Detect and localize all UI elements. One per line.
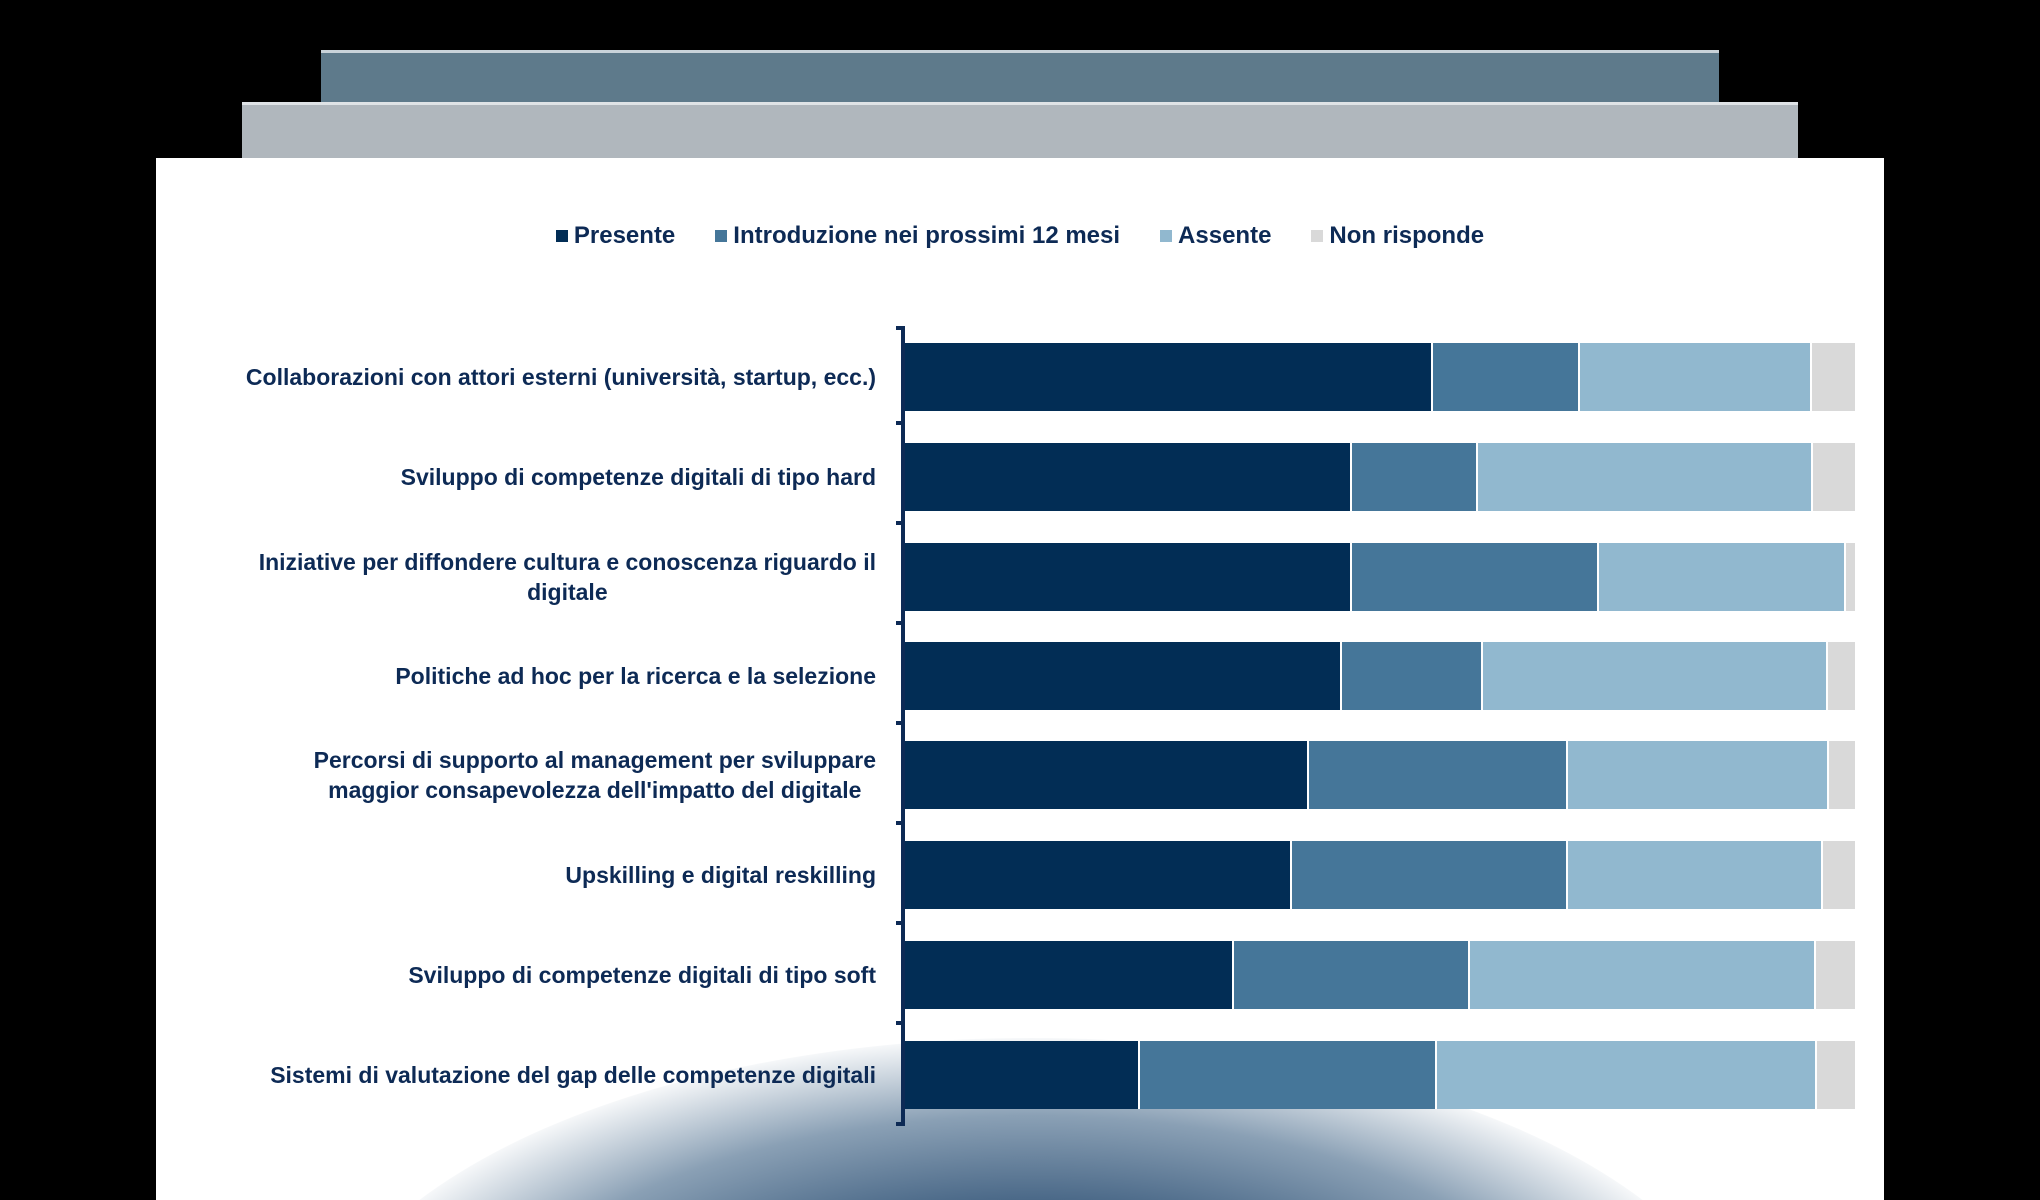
category-label: Sistemi di valutazione del gap delle com… <box>270 1062 876 1088</box>
bar-segment-assente <box>1568 741 1830 809</box>
bar-segment-introduzione-nei-prossimi-12-mesi <box>1308 741 1569 809</box>
stacked-bar-chart: Collaborazioni con attori esterni (unive… <box>156 158 1884 1200</box>
bar-segment-presente <box>905 1041 1140 1109</box>
bar-segment-assente <box>1477 443 1814 511</box>
bar-segment-assente <box>1568 841 1823 909</box>
bar-segment-presente <box>905 343 1434 411</box>
chart-row: Sistemi di valutazione del gap delle com… <box>156 1041 1884 1109</box>
category-axis <box>901 326 905 1126</box>
bar-segment-presente <box>905 841 1292 909</box>
legend-label: Presente <box>573 222 676 249</box>
stacked-bar <box>905 941 1855 1009</box>
category-label: Iniziative per diffondere cultura e cono… <box>258 549 876 605</box>
category-label: Politiche ad hoc per la ricerca e la sel… <box>395 663 876 689</box>
legend-swatch-icon <box>1160 230 1173 242</box>
legend-item-presente: Presente <box>555 222 676 250</box>
legend-label: Introduzione nei prossimi 12 mesi <box>733 222 1121 249</box>
category-label: Sviluppo di competenze digitali di tipo … <box>400 464 876 490</box>
bar-segment-assente <box>1470 941 1817 1009</box>
stacked-bar <box>905 543 1855 611</box>
category-label: Sviluppo di competenze digitali di tipo … <box>408 962 876 988</box>
axis-tick <box>896 621 905 625</box>
category-label: Percorsi di supporto al management per s… <box>313 747 876 803</box>
bar-segment-introduzione-nei-prossimi-12-mesi <box>1342 642 1483 710</box>
header-banner-top <box>321 50 1719 107</box>
bar-segment-non-risponde <box>1816 941 1855 1009</box>
bar-segment-non-risponde <box>1816 1041 1855 1109</box>
bar-segment-non-risponde <box>1829 741 1855 809</box>
legend-swatch-icon <box>1311 230 1324 242</box>
stacked-bar <box>905 343 1855 411</box>
legend-swatch-icon <box>715 230 728 242</box>
chart-row: Iniziative per diffondere cultura e cono… <box>156 543 1884 611</box>
category-label: Upskilling e digital reskilling <box>565 862 876 888</box>
bar-segment-assente <box>1599 543 1847 611</box>
bar-segment-assente <box>1482 642 1829 710</box>
legend-item-introduzione: Introduzione nei prossimi 12 mesi <box>715 222 1120 250</box>
legend-item-non-risponde: Non risponde <box>1311 222 1484 250</box>
header-banner-middle <box>242 102 1798 161</box>
bar-segment-introduzione-nei-prossimi-12-mesi <box>1351 443 1478 511</box>
stacked-bar <box>905 841 1855 909</box>
bar-segment-non-risponde <box>1828 642 1855 710</box>
bar-segment-introduzione-nei-prossimi-12-mesi <box>1433 343 1581 411</box>
axis-tick <box>896 721 905 725</box>
bar-segment-assente <box>1580 343 1813 411</box>
chart-row: Upskilling e digital reskilling <box>156 841 1884 909</box>
bar-segment-presente <box>905 941 1234 1009</box>
axis-tick <box>896 821 905 825</box>
axis-tick <box>896 1021 905 1025</box>
axis-tick <box>896 326 905 330</box>
chart-row: Sviluppo di competenze digitali di tipo … <box>156 941 1884 1009</box>
chart-panel: Presente Introduzione nei prossimi 12 me… <box>156 158 1884 1200</box>
legend-label: Non risponde <box>1329 222 1485 249</box>
bar-segment-presente <box>905 642 1342 710</box>
legend-label: Assente <box>1178 222 1272 249</box>
bar-segment-non-risponde <box>1813 443 1855 511</box>
chart-row: Collaborazioni con attori esterni (unive… <box>156 343 1884 411</box>
bar-segment-presente <box>905 741 1309 809</box>
bar-segment-non-risponde <box>1822 841 1855 909</box>
bar-segment-introduzione-nei-prossimi-12-mesi <box>1291 841 1569 909</box>
axis-tick <box>896 921 905 925</box>
axis-tick <box>896 521 905 525</box>
bar-segment-presente <box>905 443 1352 511</box>
category-label: Collaborazioni con attori esterni (unive… <box>245 364 876 390</box>
axis-tick <box>896 1122 905 1126</box>
bar-segment-introduzione-nei-prossimi-12-mesi <box>1139 1041 1437 1109</box>
stacked-bar <box>905 741 1855 809</box>
stacked-bar <box>905 443 1855 511</box>
chart-row: Politiche ad hoc per la ricerca e la sel… <box>156 642 1884 710</box>
bar-segment-presente <box>905 543 1352 611</box>
bar-segment-non-risponde <box>1812 343 1855 411</box>
chart-legend: Presente Introduzione nei prossimi 12 me… <box>156 222 1884 250</box>
chart-row: Sviluppo di competenze digitali di tipo … <box>156 443 1884 511</box>
axis-tick <box>896 421 905 425</box>
bar-segment-non-risponde <box>1846 543 1855 611</box>
stacked-bar <box>905 1041 1855 1109</box>
legend-swatch-icon <box>555 230 568 242</box>
legend-item-assente: Assente <box>1160 222 1271 250</box>
stacked-bar <box>905 642 1855 710</box>
chart-row: Percorsi di supporto al management per s… <box>156 741 1884 809</box>
bar-segment-introduzione-nei-prossimi-12-mesi <box>1351 543 1600 611</box>
bar-segment-introduzione-nei-prossimi-12-mesi <box>1233 941 1471 1009</box>
bar-segment-assente <box>1436 1041 1817 1109</box>
